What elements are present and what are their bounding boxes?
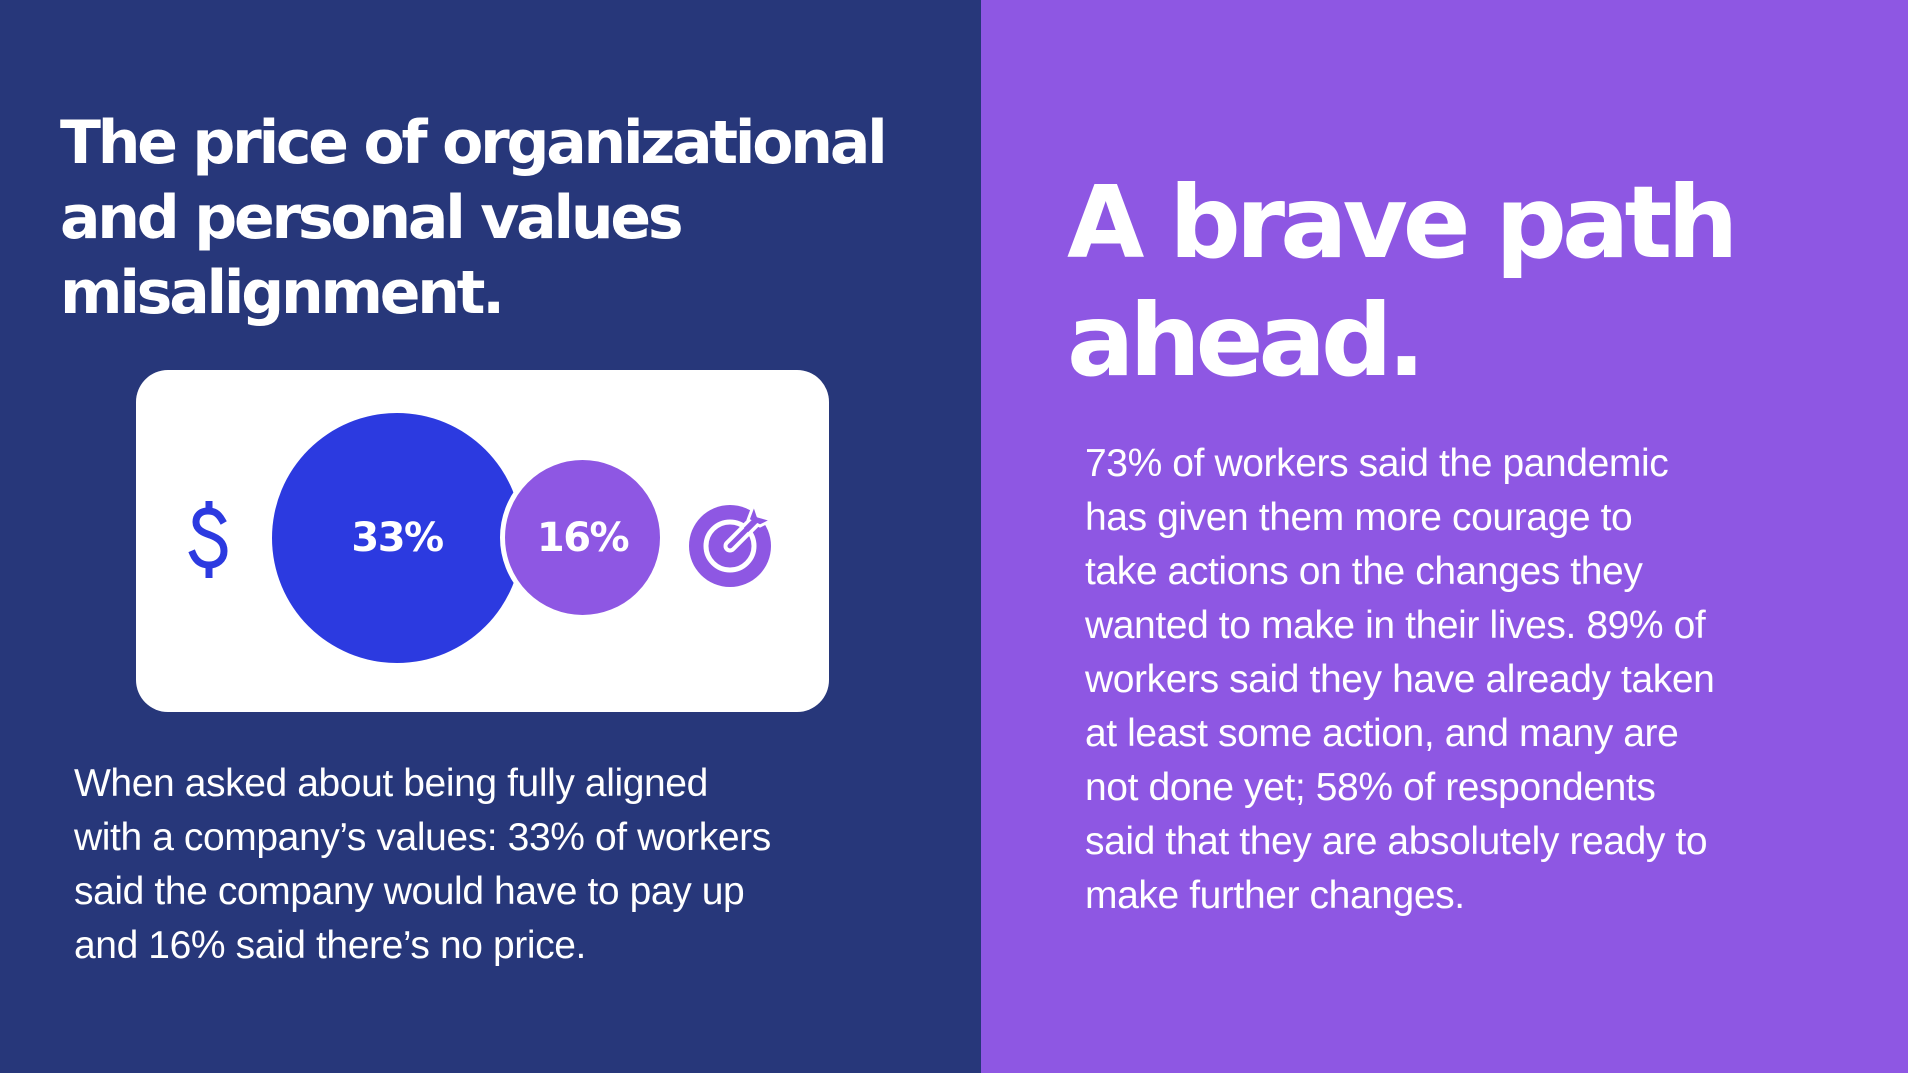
right-body-text: 73% of workers said the pandemic has giv… — [1085, 442, 1715, 917]
big-circle-label: 33% — [351, 515, 444, 561]
left-panel: The price of organizational and personal… — [0, 0, 981, 1073]
right-panel: A brave path ahead. 73% of workers said … — [981, 0, 1908, 1073]
right-headline: A brave path ahead. — [1067, 164, 1738, 399]
dollar-icon — [188, 501, 228, 578]
left-body-text: When asked about being fully aligned wit… — [74, 762, 771, 967]
small-circle-label: 16% — [536, 514, 630, 561]
percentage-circle-33: 33% — [272, 413, 522, 663]
left-headline: The price of organizational and personal… — [60, 108, 888, 328]
comparison-card: 33% 16% — [136, 370, 829, 712]
percentage-circle-16: 16% — [500, 455, 665, 620]
target-arrow-icon — [689, 502, 774, 587]
